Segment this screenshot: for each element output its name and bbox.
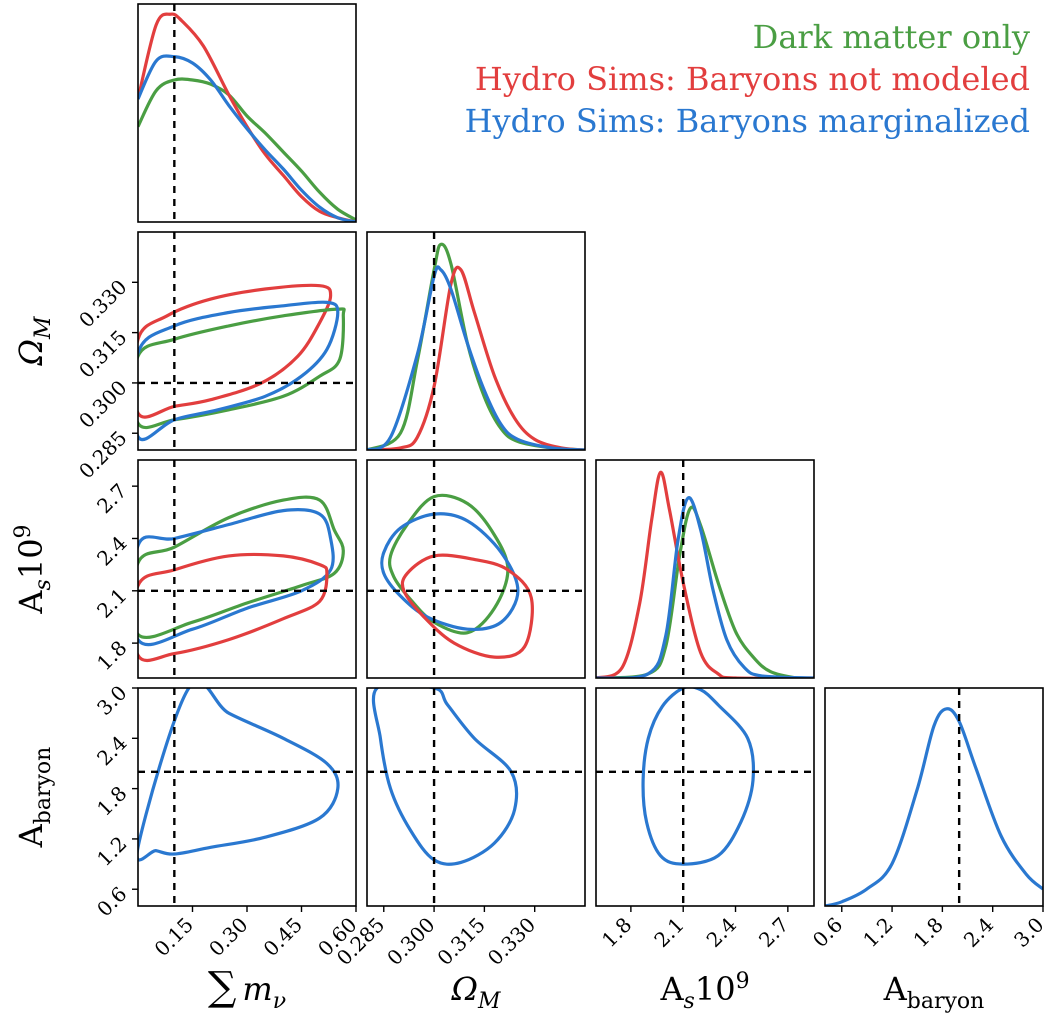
y-tick-label: 0.330 bbox=[74, 275, 131, 332]
y-tick-label: 0.300 bbox=[74, 375, 131, 432]
contour-om-ab-blue bbox=[371, 688, 519, 866]
panel-ab-as: 1.8 2.1 2.4 2.7 bbox=[595, 687, 815, 952]
marginal-curve-om-green bbox=[367, 242, 585, 450]
x-tick-label: 2.1 bbox=[649, 913, 688, 952]
panel-frame bbox=[595, 687, 815, 907]
contour-mnu-om-blue bbox=[138, 300, 340, 441]
y-tick-label: 0.315 bbox=[74, 325, 131, 382]
y-tick-label: 2.4 bbox=[92, 531, 131, 570]
panel-frame bbox=[137, 3, 357, 223]
y-tick-label: 2.7 bbox=[92, 479, 131, 518]
contour-om-as-red bbox=[400, 553, 534, 659]
panel-frame bbox=[824, 687, 1044, 907]
contour-mnu-as-green bbox=[138, 495, 345, 640]
x-tick-label: 0.6 bbox=[808, 913, 847, 952]
x-axis-label-ab: Abaryon bbox=[883, 970, 985, 1014]
y-axis-label-om: ΩM bbox=[12, 316, 56, 367]
legend: Dark matter only Hydro Sims: Baryons not … bbox=[465, 18, 1030, 140]
x-tick-label: 1.8 bbox=[597, 913, 636, 952]
y-tick-label: 0.6 bbox=[92, 882, 131, 921]
panel-ab-mnu: 0.15 0.30 0.45 0.600.61.21.82.43.0 bbox=[92, 681, 361, 961]
contour-as-ab-blue bbox=[641, 688, 756, 866]
x-tick-label: 2.7 bbox=[754, 913, 793, 952]
panel-ab-ab: 0.6 1.2 1.8 2.4 3.0 bbox=[808, 687, 1049, 952]
panel-frame bbox=[366, 687, 586, 907]
marginal-curve-as-red bbox=[596, 470, 814, 678]
x-tick-label: 0.45 bbox=[259, 913, 307, 961]
panel-om-om bbox=[366, 231, 586, 451]
marginal-curve-om-blue bbox=[367, 265, 585, 450]
x-tick-label: 0.30 bbox=[204, 913, 252, 961]
contour-mnu-as-blue bbox=[138, 508, 335, 647]
y-tick-label: 1.8 bbox=[92, 781, 131, 820]
y-tick-label: 1.2 bbox=[92, 831, 131, 870]
y-axis-label-as: As109 bbox=[11, 524, 56, 614]
panel-frame bbox=[137, 231, 357, 451]
legend-entry: Hydro Sims: Baryons not modeled bbox=[475, 60, 1030, 98]
panel-as-mnu: 1.8 2.1 2.4 2.7 bbox=[92, 459, 357, 679]
y-tick-label: 2.4 bbox=[92, 731, 131, 770]
y-axis-label-ab: Abaryon bbox=[12, 747, 56, 849]
panel-frame bbox=[137, 459, 357, 679]
panel-as-as bbox=[595, 459, 815, 679]
y-tick-label: 0.285 bbox=[74, 426, 131, 483]
x-axis-label-mnu: ∑ mν bbox=[208, 964, 286, 1014]
marginal-curve-om-red bbox=[367, 265, 585, 450]
legend-entry: Dark matter only bbox=[753, 18, 1030, 56]
marginal-curve-as-blue bbox=[596, 496, 814, 678]
x-tick-label: 0.330 bbox=[483, 913, 540, 970]
marginal-curve-as-green bbox=[596, 505, 814, 678]
contour-mnu-as-red bbox=[138, 552, 329, 663]
axis-labels: ∑ mν ΩM As109 Abaryon ΩM As109 Abaryon bbox=[11, 316, 984, 1014]
panel-frame bbox=[595, 459, 815, 679]
x-tick-label: 0.15 bbox=[150, 913, 198, 961]
y-tick-label: 3.0 bbox=[92, 681, 131, 720]
x-tick-label: 0.300 bbox=[382, 913, 439, 970]
x-tick-label: 0.315 bbox=[432, 913, 489, 970]
x-tick-label: 2.4 bbox=[959, 913, 998, 952]
y-tick-label: 2.1 bbox=[92, 583, 131, 622]
panel-as-om bbox=[366, 459, 586, 679]
x-tick-label: 1.2 bbox=[858, 913, 897, 952]
contour-om-as-blue bbox=[380, 512, 520, 631]
x-axis-label-om: ΩM bbox=[450, 970, 501, 1014]
x-axis-label-as: As109 bbox=[659, 969, 749, 1014]
marginal-curve-mnu-green bbox=[138, 77, 356, 222]
panel-mnu-mnu bbox=[137, 3, 357, 223]
contour-mnu-ab-blue bbox=[138, 688, 340, 862]
panel-frame bbox=[366, 459, 586, 679]
marginal-curve-ab-blue bbox=[825, 707, 1043, 906]
panel-frame bbox=[366, 231, 586, 451]
x-tick-label: 1.8 bbox=[908, 913, 947, 952]
y-tick-label: 1.8 bbox=[92, 636, 131, 675]
legend-entry: Hydro Sims: Baryons marginalized bbox=[465, 102, 1030, 140]
x-tick-label: 2.4 bbox=[702, 913, 741, 952]
x-tick-label: 3.0 bbox=[1009, 913, 1048, 952]
